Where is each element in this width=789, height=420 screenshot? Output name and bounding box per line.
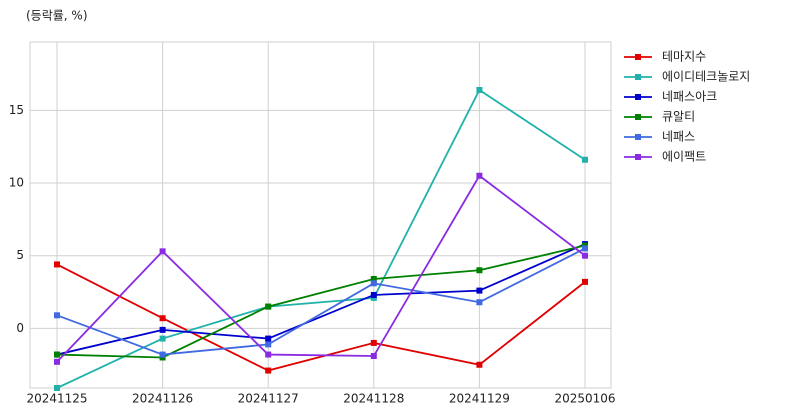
marker	[159, 326, 166, 333]
plot-frame	[29, 41, 612, 389]
series-line	[56, 247, 586, 356]
marker	[476, 361, 483, 368]
series-line	[56, 244, 586, 359]
series-line	[56, 263, 586, 372]
x-tick-label: 20241125	[26, 392, 87, 406]
legend-marker	[635, 54, 641, 60]
marker	[582, 278, 588, 285]
marker	[265, 341, 272, 348]
marker	[476, 86, 483, 93]
y-axis-label: (등락률, %)	[26, 9, 88, 23]
legend-marker	[635, 74, 641, 80]
marker	[159, 351, 166, 358]
y-tick-label: 5	[16, 248, 24, 262]
marker	[159, 248, 166, 255]
x-tick-label: 20241128	[343, 392, 404, 406]
marker	[370, 275, 377, 282]
marker	[582, 245, 588, 252]
y-tick-label: 0	[16, 321, 24, 335]
x-tick-label: 20250106	[554, 392, 615, 406]
series-line	[56, 243, 586, 356]
marker	[159, 315, 166, 322]
y-tick-label: 15	[9, 103, 24, 117]
marker	[265, 335, 272, 342]
series-line	[56, 174, 586, 363]
y-tick-label: 10	[9, 176, 24, 190]
x-tick-label: 20241126	[132, 392, 193, 406]
legend-label: 에이팩트	[662, 150, 706, 164]
legend-label: 네패스	[662, 130, 695, 144]
x-tick-label: 20241129	[449, 392, 510, 406]
legend-label: 테마지수	[662, 50, 706, 64]
legend-label: 에이디테크놀로지	[662, 70, 750, 84]
marker	[476, 267, 483, 274]
marker	[582, 252, 588, 259]
marker	[159, 335, 166, 342]
marker	[476, 172, 483, 179]
marker	[54, 351, 60, 358]
marker	[265, 303, 272, 310]
marker	[265, 351, 272, 358]
series-line	[56, 88, 586, 389]
legend-marker	[635, 114, 641, 120]
legend-marker	[635, 134, 641, 140]
legend-label: 큐알티	[662, 110, 695, 124]
marker	[370, 291, 377, 298]
marker	[54, 358, 60, 365]
marker	[370, 353, 377, 360]
marker	[370, 339, 377, 346]
legend-marker	[635, 154, 641, 160]
marker	[265, 367, 272, 374]
marker	[476, 287, 483, 294]
marker	[54, 385, 60, 391]
marker	[476, 299, 483, 306]
marker	[54, 312, 60, 319]
marker	[370, 280, 377, 287]
marker	[582, 156, 588, 163]
legend-marker	[635, 94, 641, 100]
legend-label: 네패스아크	[662, 90, 717, 104]
x-tick-label: 20241127	[238, 392, 299, 406]
marker	[54, 261, 60, 268]
